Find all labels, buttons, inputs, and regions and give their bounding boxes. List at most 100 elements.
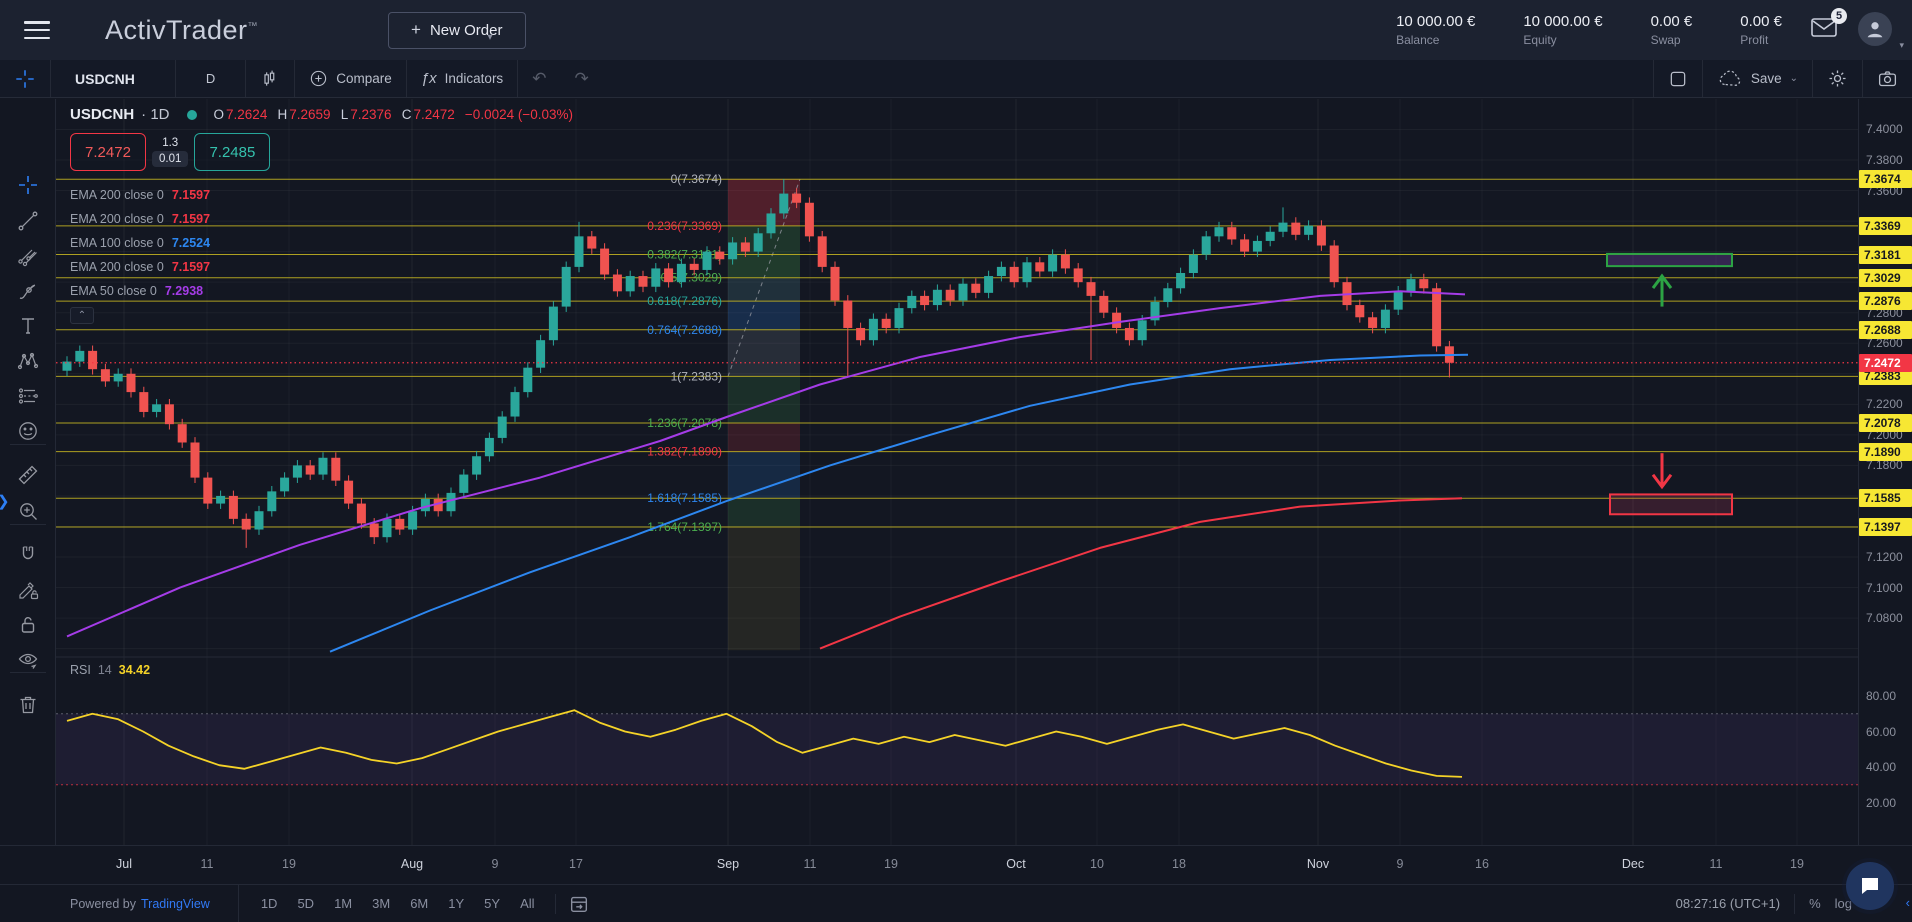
trend-line-icon[interactable] — [14, 207, 42, 235]
price-axis[interactable]: 7.4000 7.3800 7.3600 7.2800 7.2600 7.2200 7.20… — [1859, 99, 1912, 884]
menu-icon[interactable] — [24, 21, 50, 39]
range-button-all[interactable]: All — [520, 896, 535, 911]
buy-price-button[interactable]: 7.2485 — [194, 133, 271, 171]
interval-button[interactable]: D — [176, 60, 247, 97]
clock[interactable]: 08:27:16 (UTC+1) — [1675, 896, 1781, 911]
new-order-button[interactable]: + New Order — [388, 11, 526, 49]
text-icon[interactable] — [14, 312, 42, 340]
brush-icon[interactable] — [14, 277, 42, 305]
account-stat-profit: 0.00 € Profit — [1740, 13, 1782, 47]
indicator-legend-row[interactable]: EMA 100 close 0 7.2524 — [70, 236, 211, 250]
indicator-legend-row[interactable]: EMA 200 close 0 7.1597 — [70, 212, 211, 226]
plus-icon: + — [411, 20, 421, 39]
edit-lock-icon[interactable] — [14, 576, 42, 604]
pane-divider — [1858, 99, 1859, 884]
time-axis-label: 9 — [1396, 857, 1404, 871]
layout-button[interactable] — [1652, 60, 1702, 97]
tradingview-link[interactable]: TradingView — [141, 896, 210, 911]
collapse-legend-button[interactable]: ⌃ — [70, 307, 94, 324]
symbol-button[interactable]: USDCNH — [51, 60, 176, 97]
account-stats: 10 000.00 € Balance 10 000.00 € Equity 0.00 … — [1396, 0, 1782, 60]
range-button-5y[interactable]: 5Y — [484, 896, 501, 911]
log-scale-button[interactable]: log — [1834, 896, 1852, 911]
trash-icon[interactable] — [14, 691, 42, 719]
crosshair-icon[interactable] — [14, 171, 42, 199]
time-axis[interactable]: Jul 11 19 Aug 9 17 Sep 11 19 Oct 10 18 Nov 9 16 Dec 11 19 — [0, 845, 1912, 884]
goto-date-button[interactable] — [568, 893, 590, 915]
crosshair-tool-button[interactable] — [0, 60, 51, 97]
range-button-1y[interactable]: 1Y — [448, 896, 465, 911]
indicator-legend-row[interactable]: EMA 200 close 0 7.1597 — [70, 188, 211, 202]
time-axis-label: 11 — [1709, 857, 1723, 871]
range-button-5d[interactable]: 5D — [297, 896, 315, 911]
time-axis-label: Aug — [400, 857, 424, 871]
mail-icon[interactable]: 5 — [1810, 8, 1847, 41]
legend-interval: · 1D — [141, 106, 170, 123]
price-chart-canvas[interactable]: 0(7.3674)0.236(7.3369)0.382(7.3181)0.5(7… — [56, 99, 1858, 845]
range-button-1m[interactable]: 1M — [334, 896, 353, 911]
pitchfork-icon[interactable] — [14, 242, 42, 270]
magnet-icon[interactable] — [14, 541, 42, 569]
mail-badge: 5 — [1831, 8, 1847, 24]
compare-button[interactable]: Compare — [295, 60, 407, 97]
lock-icon[interactable] — [14, 611, 42, 639]
price-axis-label: 7.2600 — [1866, 336, 1903, 351]
account-stat-balance: 10 000.00 € Balance — [1396, 13, 1476, 47]
time-axis-label: 11 — [803, 857, 817, 871]
range-button-3m[interactable]: 3M — [372, 896, 391, 911]
ruler-icon[interactable] — [14, 461, 42, 489]
price-axis-label: 7.3800 — [1866, 153, 1903, 167]
fib-price-badge: 7.1585 — [1859, 489, 1912, 508]
toolbar-divider — [10, 524, 46, 525]
fib-price-badge: 7.1397 — [1859, 517, 1912, 536]
fib-price-badge: 7.2078 — [1859, 413, 1912, 432]
chart-style-button[interactable] — [246, 60, 296, 97]
price-axis-label: 20.00 — [1866, 795, 1897, 810]
collapse-right-chevron-icon[interactable]: ‹ — [1905, 895, 1910, 910]
chevron-down-icon[interactable]: ▾ — [487, 31, 493, 43]
indicators-button[interactable]: ƒx Indicators — [407, 60, 519, 97]
range-button-6m[interactable]: 6M — [410, 896, 429, 911]
panel-expand-chevron-icon[interactable]: ❯ — [0, 492, 10, 510]
price-axis-label: 7.1200 — [1866, 550, 1903, 565]
fib-price-badge: 7.1890 — [1859, 442, 1912, 461]
price-axis-label: 60.00 — [1866, 724, 1897, 739]
emoji-icon[interactable] — [14, 417, 42, 445]
spread-indicator: 1.3 0.01 — [152, 137, 189, 167]
time-axis-label: 19 — [282, 857, 296, 871]
fib-price-badge: 7.2876 — [1859, 292, 1912, 311]
sell-price-button[interactable]: 7.2472 — [70, 133, 146, 171]
range-buttons: 1D 5D 1M 3M 6M 1Y 5Y All — [253, 892, 543, 915]
percent-scale-button[interactable]: % — [1809, 896, 1821, 911]
hide-icon[interactable] — [14, 646, 42, 674]
screenshot-button[interactable] — [1862, 60, 1912, 97]
svg-text:1.618(7.1585): 1.618(7.1585) — [647, 491, 722, 505]
indicator-legend-row[interactable]: EMA 50 close 0 7.2938 — [70, 284, 204, 298]
time-axis-label: 11 — [200, 857, 214, 871]
fib-price-badge: 7.2383 — [1859, 367, 1912, 386]
redo-button[interactable]: ↷ — [574, 68, 589, 88]
time-axis-label: 19 — [884, 857, 898, 871]
range-button-1d[interactable]: 1D — [260, 896, 278, 911]
svg-text:0(7.3674): 0(7.3674) — [671, 172, 722, 186]
indicator-legend-row[interactable]: EMA 200 close 0 7.1597 — [70, 260, 211, 274]
price-axis-label: 7.4000 — [1866, 122, 1903, 137]
price-axis-label: 80.00 — [1866, 689, 1897, 703]
xabcd-pattern-icon[interactable] — [14, 347, 42, 375]
zoom-in-icon[interactable] — [14, 497, 42, 525]
undo-button[interactable]: ↶ — [532, 68, 547, 88]
cloud-save-button[interactable]: Save ⌄ — [1701, 60, 1812, 97]
market-status-dot — [186, 109, 197, 120]
avatar[interactable] — [1858, 12, 1892, 46]
legend-symbol[interactable]: USDCNH — [70, 106, 135, 123]
ohlc-readout: O 7.2624 H 7.2659 L 7.2376 C 7.2472 −0.0024 … — [213, 107, 574, 122]
time-axis-label: 18 — [1172, 857, 1186, 871]
chat-button[interactable] — [1846, 862, 1894, 910]
account-stat-swap: 0.00 € Swap — [1650, 13, 1693, 47]
settings-button[interactable] — [1812, 60, 1862, 97]
svg-text:1.382(7.1890): 1.382(7.1890) — [647, 445, 722, 459]
rsi-legend: RSI 14 34.42 — [70, 663, 151, 677]
chevron-down-icon[interactable]: ▾ — [1899, 40, 1904, 50]
top-header: ActivTrader™ + New Order 10 000.00 € Balan… — [0, 0, 1912, 60]
forecast-icon[interactable] — [14, 382, 42, 410]
